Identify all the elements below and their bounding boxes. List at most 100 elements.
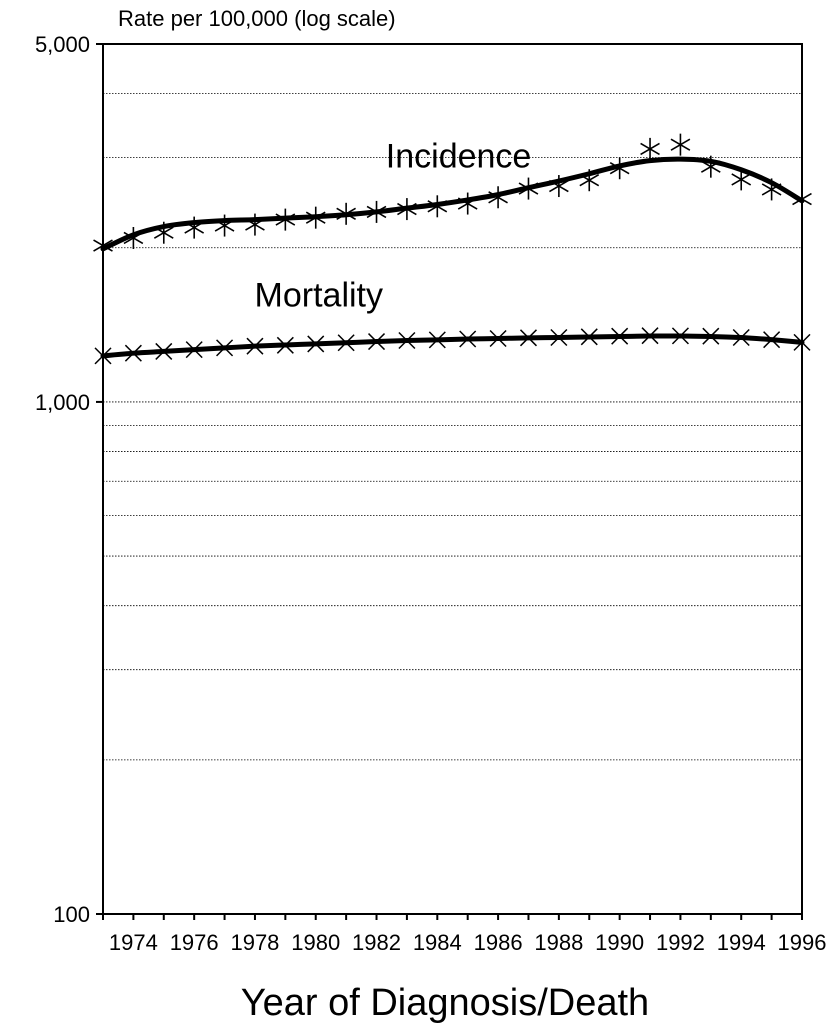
mortality-point-stroke (185, 341, 203, 359)
incidence-point (366, 200, 387, 223)
x-tick-label: 1978 (230, 930, 279, 955)
mortality-point-stroke (671, 327, 689, 345)
incidence-point-stroke (640, 142, 660, 156)
mortality-point (459, 330, 477, 348)
incidence-point (305, 206, 326, 229)
incidence-point (761, 178, 782, 201)
mortality-point (185, 341, 203, 359)
mortality-point (732, 328, 750, 347)
incidence-series-label: Incidence (386, 137, 532, 175)
mortality-point (124, 344, 142, 362)
incidence-point-stroke (245, 218, 265, 231)
incidence-point (184, 216, 205, 239)
x-tick-label: 1994 (717, 930, 766, 955)
incidence-point-stroke (397, 202, 417, 216)
x-tick-label: 1988 (534, 930, 583, 955)
incidence-point-stroke (305, 211, 326, 224)
x-tick-label: 1986 (474, 930, 523, 955)
incidence-point-stroke (700, 160, 721, 173)
incidence-point (579, 169, 600, 192)
mortality-point (398, 331, 416, 350)
mortality-trend-line (100, 333, 805, 359)
mortality-point (580, 328, 598, 346)
mortality-point (246, 337, 264, 355)
incidence-point (518, 177, 539, 200)
x-tick-label: 1990 (595, 930, 644, 955)
mortality-point (307, 335, 325, 353)
mortality-point-stroke (428, 331, 446, 349)
mortality-point-stroke (611, 327, 629, 345)
incidence-point (549, 175, 569, 198)
mortality-point (763, 331, 781, 349)
mortality-point-stroke (732, 328, 750, 347)
mortality-point-stroke (246, 337, 264, 355)
incidence-point (670, 133, 691, 156)
incidence-point (457, 192, 478, 215)
mortality-point (611, 327, 629, 345)
mortality-point-stroke (307, 335, 325, 353)
incidence-point-stroke (549, 179, 569, 193)
incidence-point-stroke (123, 231, 144, 245)
x-tick-label: 1996 (778, 930, 827, 955)
incidence-point (427, 195, 448, 218)
mortality-point (671, 327, 689, 345)
incidence-point-stroke (609, 162, 630, 175)
incidence-point-stroke (731, 173, 752, 186)
mortality-point-stroke (276, 336, 294, 354)
mortality-point (519, 329, 538, 347)
incidence-point-stroke (336, 207, 356, 221)
incidence-point-stroke (366, 205, 387, 219)
mortality-point-stroke (763, 331, 781, 349)
incidence-point (275, 208, 296, 231)
incidence-point (700, 155, 721, 178)
incidence-point-stroke (184, 221, 205, 234)
y-tick-label: 100 (53, 902, 90, 927)
incidence-point-stroke (761, 183, 782, 196)
incidence-point (731, 168, 752, 191)
y-tick-label: 1,000 (35, 390, 90, 415)
mortality-point-stroke (216, 339, 234, 357)
incidence-point (153, 221, 174, 244)
x-tick-label: 1992 (656, 930, 705, 955)
incidence-point-stroke (670, 138, 691, 151)
incidence-point-stroke (214, 219, 235, 232)
mortality-point (702, 327, 720, 345)
mortality-point-stroke (641, 327, 659, 345)
mortality-point-stroke (702, 327, 720, 345)
mortality-point (489, 329, 507, 348)
x-tick-label: 1982 (352, 930, 401, 955)
incidence-point (123, 226, 144, 249)
mortality-point (276, 336, 294, 354)
mortality-point (216, 339, 234, 357)
mortality-point (641, 327, 659, 345)
plot-frame (102, 43, 803, 915)
incidence-point-stroke (488, 191, 508, 204)
mortality-point-stroke (550, 328, 568, 347)
x-tick-label: 1984 (413, 930, 462, 955)
incidence-point-stroke (579, 174, 600, 187)
x-tick-label: 1976 (170, 930, 219, 955)
incidence-point-stroke (427, 200, 448, 213)
incidence-point (488, 186, 508, 209)
incidence-point-stroke (457, 197, 478, 210)
incidence-point (609, 157, 630, 180)
mortality-point (428, 331, 446, 349)
mortality-point-stroke (124, 344, 142, 362)
incidence-point (397, 198, 417, 221)
y-axis-title: Rate per 100,000 (log scale) (118, 6, 396, 31)
incidence-point (214, 214, 235, 237)
incidence-point-stroke (275, 213, 296, 226)
x-tick-label: 1980 (291, 930, 340, 955)
axis-layer: 100 1,000 5,000 1974 1976 1978 1980 1982 1984 198… (35, 32, 827, 955)
mortality-point-stroke (489, 329, 507, 348)
mortality-point (367, 333, 386, 351)
incidence-point (640, 137, 660, 160)
mortality-series-label: Mortality (255, 277, 383, 315)
x-axis-title: Year of Diagnosis/Death (241, 982, 649, 1024)
incidence-point-stroke (518, 182, 539, 195)
mortality-point-stroke (580, 328, 598, 346)
incidence-trend-line (100, 156, 805, 252)
series-layer (93, 133, 812, 365)
mortality-point-stroke (459, 330, 477, 348)
